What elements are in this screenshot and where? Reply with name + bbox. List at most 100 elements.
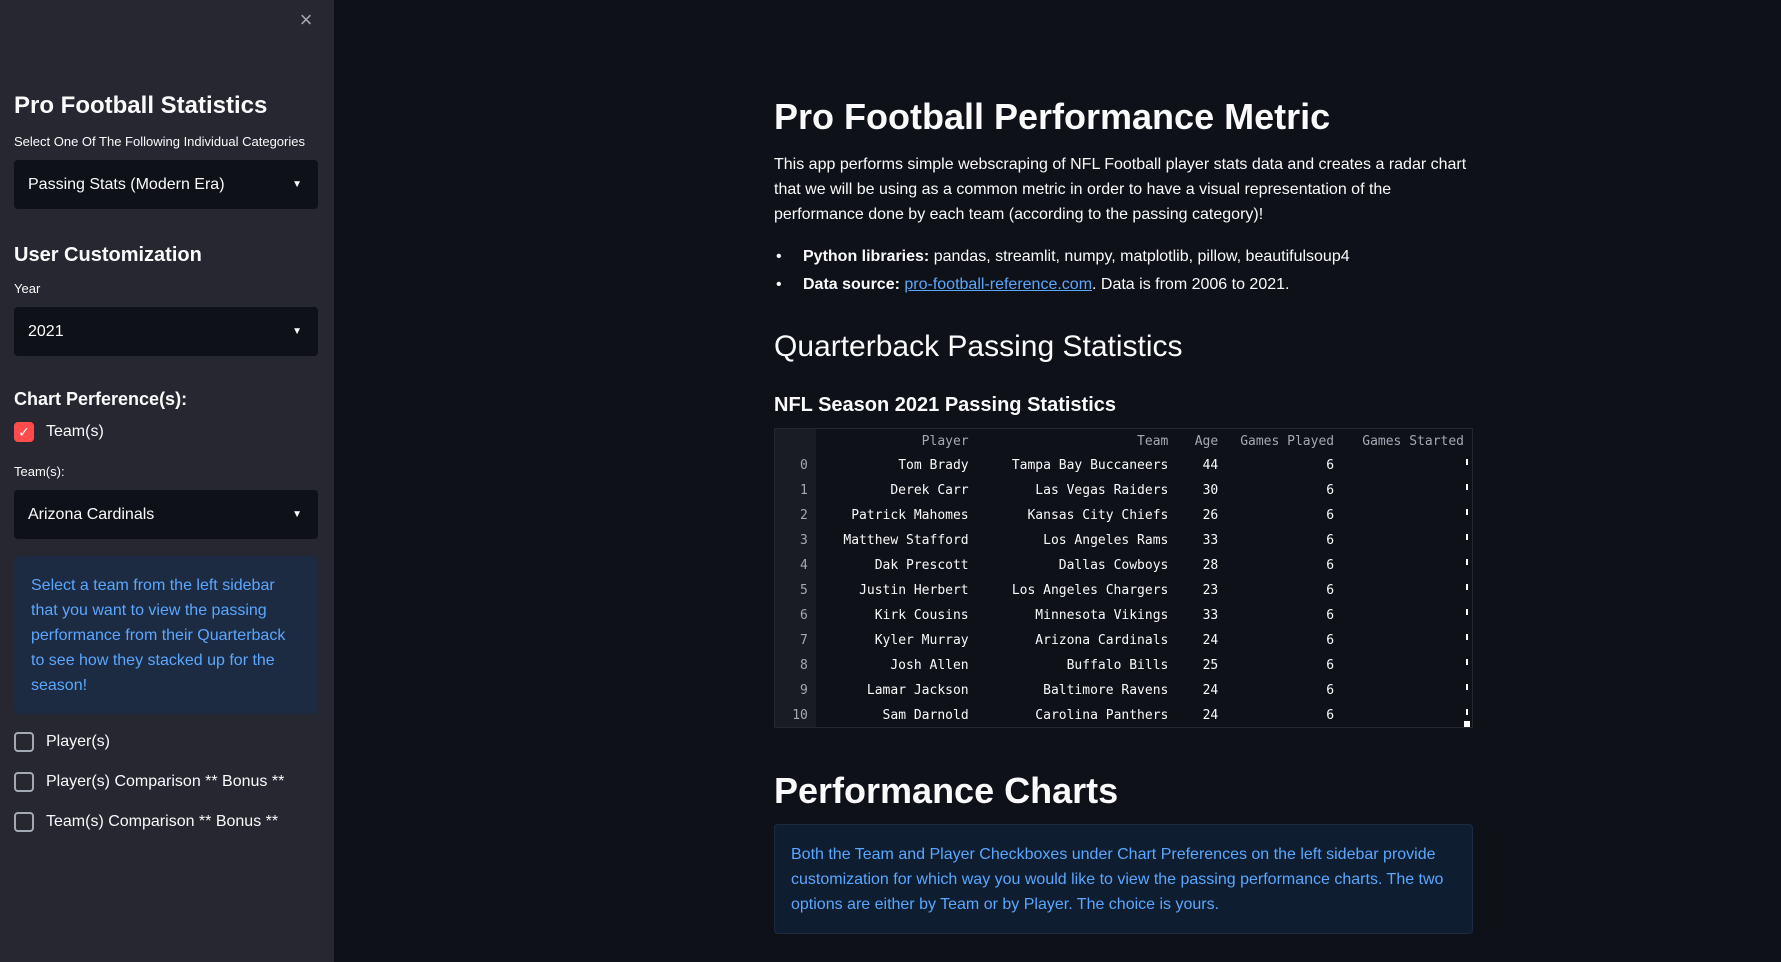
table-cell[interactable]: Tom Brady <box>898 458 969 473</box>
table-cell[interactable]: 23 <box>1202 583 1219 598</box>
checkbox-icon[interactable] <box>14 812 34 832</box>
table-row[interactable]: 2 Patrick Mahomes Kansas City Chiefs 26 6 <box>775 503 1472 528</box>
row-index[interactable]: 0 <box>775 453 816 478</box>
players-compare-checkbox[interactable]: Player(s) Comparison ** Bonus ** <box>14 770 284 794</box>
table-cell[interactable]: 28 <box>1202 558 1219 573</box>
table-cell[interactable] <box>1342 553 1472 578</box>
table-cell[interactable]: Patrick Mahomes <box>851 508 969 523</box>
row-index[interactable]: 7 <box>775 628 816 653</box>
table-cell[interactable] <box>1342 678 1472 703</box>
stats-table[interactable]: Player Team Age Games Played Games Start… <box>774 428 1473 728</box>
row-index[interactable]: 6 <box>775 603 816 628</box>
row-index[interactable]: 8 <box>775 653 816 678</box>
table-cell[interactable]: Josh Allen <box>890 658 969 673</box>
table-cell[interactable] <box>1342 603 1472 628</box>
table-cell[interactable]: Kyler Murray <box>874 633 969 648</box>
table-cell[interactable]: 24 <box>1202 708 1219 723</box>
table-cell[interactable] <box>1342 528 1472 553</box>
table-cell[interactable]: 6 <box>1326 683 1335 698</box>
table-cell[interactable]: 6 <box>1326 558 1335 573</box>
row-index[interactable]: 9 <box>775 678 816 703</box>
row-index[interactable]: 2 <box>775 503 816 528</box>
table-cell[interactable]: 6 <box>1326 533 1335 548</box>
table-cell[interactable]: 44 <box>1202 458 1219 473</box>
row-index[interactable]: 5 <box>775 578 816 603</box>
close-sidebar-icon[interactable]: × <box>299 7 313 32</box>
table-cell[interactable]: Carolina Panthers <box>1035 708 1169 723</box>
table-cell[interactable]: Baltimore Ravens <box>1043 683 1169 698</box>
table-cell[interactable] <box>1342 628 1472 653</box>
table-cell[interactable] <box>1342 703 1472 727</box>
category-select-value: Passing Stats (Modern Era) <box>28 176 225 193</box>
table-row[interactable]: 5 Justin Herbert Los Angeles Chargers 23 6 <box>775 578 1472 603</box>
table-cell[interactable]: Matthew Stafford <box>843 533 969 548</box>
table-cell[interactable] <box>1342 478 1472 503</box>
teams-select[interactable]: Arizona Cardinals ▼ <box>14 490 318 539</box>
players-checkbox[interactable]: Player(s) <box>14 730 110 754</box>
table-cell[interactable]: 6 <box>1326 633 1335 648</box>
row-index[interactable]: 1 <box>775 478 816 503</box>
checkbox-icon[interactable] <box>14 732 34 752</box>
source-link[interactable]: pro-football-reference.com <box>904 276 1093 293</box>
scrollbar[interactable] <box>1466 459 1468 721</box>
table-cell[interactable]: Buffalo Bills <box>1066 658 1169 673</box>
table-cell[interactable]: 6 <box>1326 458 1335 473</box>
column-header[interactable]: Games Started <box>1362 433 1464 449</box>
table-cell[interactable]: 6 <box>1326 483 1335 498</box>
table-cell[interactable]: Arizona Cardinals <box>1035 633 1169 648</box>
column-header[interactable]: Player <box>921 433 969 449</box>
year-select[interactable]: 2021 ▼ <box>14 307 318 356</box>
table-cell[interactable]: Sam Darnold <box>882 708 969 723</box>
table-cell[interactable] <box>1342 503 1472 528</box>
table-cell[interactable]: 6 <box>1326 608 1335 623</box>
table-cell[interactable] <box>1342 653 1472 678</box>
table-cell[interactable]: 26 <box>1202 508 1219 523</box>
table-row[interactable]: 1 Derek Carr Las Vegas Raiders 30 6 <box>775 478 1472 503</box>
table-row[interactable]: 9 Lamar Jackson Baltimore Ravens 24 6 <box>775 678 1472 703</box>
teams-compare-checkbox[interactable]: Team(s) Comparison ** Bonus ** <box>14 810 278 834</box>
table-row[interactable]: 7 Kyler Murray Arizona Cardinals 24 6 <box>775 628 1472 653</box>
table-cell[interactable]: Kirk Cousins <box>874 608 969 623</box>
column-header[interactable]: Age <box>1194 433 1219 449</box>
table-cell[interactable]: Derek Carr <box>890 483 969 498</box>
table-cell[interactable]: Tampa Bay Buccaneers <box>1011 458 1169 473</box>
table-cell[interactable] <box>1342 578 1472 603</box>
table-row[interactable]: 4 Dak Prescott Dallas Cowboys 28 6 <box>775 553 1472 578</box>
table-row[interactable]: 6 Kirk Cousins Minnesota Vikings 33 6 <box>775 603 1472 628</box>
column-header[interactable]: Games Played <box>1240 433 1335 449</box>
table-cell[interactable]: 6 <box>1326 708 1335 723</box>
table-cell[interactable]: Dak Prescott <box>874 558 969 573</box>
table-cell[interactable]: 24 <box>1202 683 1219 698</box>
table-row[interactable]: 0 Tom Brady Tampa Bay Buccaneers 44 6 <box>775 453 1472 478</box>
table-cell[interactable]: Los Angeles Rams <box>1043 533 1169 548</box>
table-row[interactable]: 8 Josh Allen Buffalo Bills 25 6 <box>775 653 1472 678</box>
table-row[interactable]: 3 Matthew Stafford Los Angeles Rams 33 6 <box>775 528 1472 553</box>
table-cell[interactable]: 25 <box>1202 658 1219 673</box>
resize-handle[interactable] <box>1464 721 1470 727</box>
checkbox-icon[interactable] <box>14 772 34 792</box>
checkmark-icon[interactable]: ✓ <box>14 422 34 442</box>
table-cell[interactable]: 30 <box>1202 483 1219 498</box>
row-index[interactable]: 10 <box>775 703 816 727</box>
table-cell[interactable]: 24 <box>1202 633 1219 648</box>
table-cell[interactable]: 6 <box>1326 583 1335 598</box>
table-cell[interactable] <box>1342 453 1472 478</box>
table-cell[interactable]: Justin Herbert <box>859 583 969 598</box>
category-select[interactable]: Passing Stats (Modern Era) ▼ <box>14 160 318 209</box>
row-index[interactable]: 4 <box>775 553 816 578</box>
table-cell[interactable]: 33 <box>1202 533 1219 548</box>
column-header[interactable]: Team <box>1137 433 1169 449</box>
table-row[interactable]: 10 Sam Darnold Carolina Panthers 24 6 <box>775 703 1472 727</box>
table-cell[interactable]: Las Vegas Raiders <box>1035 483 1169 498</box>
table-cell[interactable]: Dallas Cowboys <box>1058 558 1169 573</box>
table-cell[interactable]: Los Angeles Chargers <box>1011 583 1169 598</box>
table-cell[interactable]: Lamar Jackson <box>866 683 969 698</box>
table-cell[interactable]: 6 <box>1326 658 1335 673</box>
charts-info-box: Both the Team and Player Checkboxes unde… <box>774 824 1473 934</box>
table-cell[interactable]: 6 <box>1326 508 1335 523</box>
table-cell[interactable]: 33 <box>1202 608 1219 623</box>
table-cell[interactable]: Minnesota Vikings <box>1035 608 1169 623</box>
table-cell[interactable]: Kansas City Chiefs <box>1027 508 1169 523</box>
teams-checkbox[interactable]: ✓ Team(s) <box>14 420 104 444</box>
row-index[interactable]: 3 <box>775 528 816 553</box>
